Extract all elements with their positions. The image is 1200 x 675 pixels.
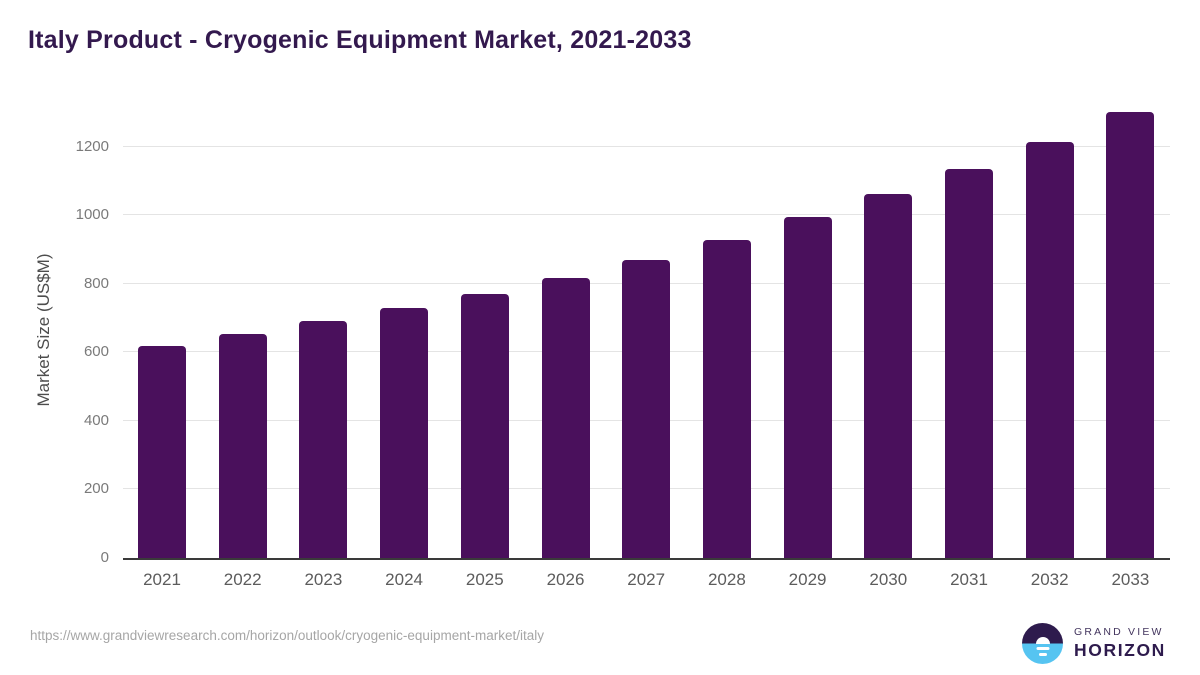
x-tick-2024: 2024 <box>385 570 423 589</box>
bar-2029[interactable] <box>783 216 832 558</box>
bar-2022[interactable] <box>218 334 267 558</box>
y-tick-800: 800 <box>83 274 109 292</box>
x-tick-2033: 2033 <box>1111 570 1150 589</box>
bar-2027[interactable] <box>622 260 671 558</box>
gridline-1000 <box>123 214 1170 216</box>
bar-2024[interactable] <box>380 308 429 558</box>
x-tick-2029: 2029 <box>788 570 827 589</box>
bar-2028[interactable] <box>702 240 751 558</box>
y-tick-200: 200 <box>83 480 109 498</box>
x-tick-2026: 2026 <box>546 570 585 589</box>
brand-text: GRAND VIEW HORIZON <box>1074 626 1166 661</box>
y-tick-600: 600 <box>83 343 109 361</box>
x-tick-2023: 2023 <box>304 570 343 589</box>
x-tick-2031: 2031 <box>950 570 988 589</box>
x-axis-line <box>123 558 1170 560</box>
y-tick-1000: 1000 <box>75 206 109 224</box>
bar-2025[interactable] <box>460 293 509 558</box>
y-tick-1200: 1200 <box>75 137 109 155</box>
bar-2023[interactable] <box>299 321 348 558</box>
chart-title: Italy Product - Cryogenic Equipment Mark… <box>28 26 692 54</box>
bar-2030[interactable] <box>864 193 913 558</box>
bar-2032[interactable] <box>1025 142 1074 558</box>
y-tick-400: 400 <box>83 411 109 429</box>
x-tick-2021: 2021 <box>143 570 181 589</box>
bar-2026[interactable] <box>541 277 590 558</box>
y-tick-0: 0 <box>100 549 109 566</box>
source-url: https://www.grandviewresearch.com/horizo… <box>30 628 544 643</box>
bar-2031[interactable] <box>945 169 993 558</box>
x-tick-2027: 2027 <box>627 570 666 589</box>
sun-reflection-bar <box>1036 646 1049 650</box>
plot-area: 0 200 400 600 800 1000 1200 2021 2022 2023 2024 202… <box>76 93 1170 589</box>
sun-dome-shape <box>1035 636 1050 644</box>
bar-2033[interactable] <box>1106 112 1155 558</box>
x-tick-2025: 2025 <box>465 570 504 589</box>
brand-name-top: GRAND VIEW <box>1074 626 1164 638</box>
horizon-sunrise-icon <box>1022 623 1063 664</box>
brand-name-bottom: HORIZON <box>1074 640 1166 660</box>
brand-logo: GRAND VIEW HORIZON <box>1022 623 1166 664</box>
x-tick-2030: 2030 <box>869 570 908 589</box>
x-tick-2032: 2032 <box>1030 570 1069 589</box>
gridline-1200 <box>123 145 1170 147</box>
x-tick-2028: 2028 <box>707 570 746 589</box>
bar-2021[interactable] <box>138 346 186 558</box>
x-tick-2022: 2022 <box>223 570 262 589</box>
sun-reflection-bar <box>1038 652 1047 656</box>
